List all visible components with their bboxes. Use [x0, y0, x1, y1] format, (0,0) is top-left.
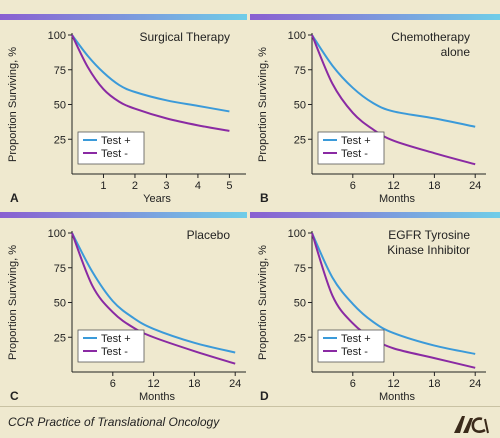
series-test-negative	[311, 34, 476, 166]
legend-box	[77, 329, 145, 363]
y-tick-label: 100	[288, 228, 306, 240]
y-tick-label: 75	[294, 263, 306, 275]
panel-letter: C	[10, 389, 19, 403]
y-tick-label: 25	[294, 134, 306, 146]
x-axis-label: Months	[379, 391, 416, 403]
y-tick-label: 50	[294, 298, 306, 310]
x-tick-label: 12	[387, 378, 399, 390]
x-tick-label: 24	[229, 378, 241, 390]
x-tick-label: 18	[428, 180, 440, 192]
y-tick-label: 75	[54, 65, 66, 77]
x-tick-label: 18	[188, 378, 200, 390]
panel-title: EGFR Tyrosine	[388, 228, 470, 242]
panel-header-bar	[0, 14, 247, 20]
legend-label: Test -	[101, 346, 128, 358]
x-tick-label: 18	[428, 378, 440, 390]
y-tick-label: 25	[54, 134, 66, 146]
x-tick-label: 1	[100, 180, 106, 192]
y-axis-label: Proportion Surviving, %	[7, 245, 19, 360]
panel-title: Kinase Inhibitor	[387, 243, 470, 257]
y-tick-label: 75	[54, 263, 66, 275]
x-tick-label: 6	[350, 378, 356, 390]
legend-label: Test +	[101, 135, 131, 147]
panel-letter: A	[10, 191, 19, 205]
series-test-negative	[71, 232, 236, 365]
x-tick-label: 12	[387, 180, 399, 192]
legend-label: Test +	[101, 333, 131, 345]
panel-header-bar	[250, 212, 500, 218]
x-tick-label: 3	[163, 180, 169, 192]
panel-letter: B	[260, 191, 269, 205]
y-tick-label: 100	[288, 30, 306, 42]
legend-label: Test -	[341, 346, 368, 358]
series-test-positive	[311, 34, 476, 128]
y-axis-label: Proportion Surviving, %	[257, 47, 269, 162]
aacr-logo	[452, 413, 492, 435]
panel-title: Surgical Therapy	[140, 30, 231, 44]
x-tick-label: 4	[195, 180, 201, 192]
series-test-positive	[71, 232, 236, 354]
panel-header-bar	[250, 14, 500, 20]
x-tick-label: 6	[350, 180, 356, 192]
chart-panel-d: 25 50 75 100 6 12 18 24 Months Proportion Survivi…	[250, 212, 500, 403]
x-axis-label: Months	[379, 193, 416, 205]
y-axis-label: Proportion Surviving, %	[257, 245, 269, 360]
legend-box	[317, 131, 385, 165]
footer-caption: CCR Practice of Translational Oncology	[8, 415, 220, 429]
series-test-negative	[71, 34, 230, 132]
x-tick-label: 2	[132, 180, 138, 192]
y-tick-label: 50	[294, 100, 306, 112]
y-tick-label: 100	[48, 30, 66, 42]
x-tick-label: 12	[147, 378, 159, 390]
panel-title: Placebo	[187, 228, 231, 242]
panel-title: alone	[441, 45, 471, 59]
panel-letter: D	[260, 389, 269, 403]
x-tick-label: 24	[469, 378, 481, 390]
legend-label: Test -	[101, 148, 128, 160]
legend-box	[77, 131, 145, 165]
series-test-positive	[71, 34, 230, 113]
y-tick-label: 100	[48, 228, 66, 240]
chart-panel-a: 25 50 75 100 1 2 3 4 5 Years Proportion Surviving,…	[0, 14, 247, 205]
x-axis-label: Years	[143, 193, 171, 205]
x-tick-label: 5	[226, 180, 232, 192]
legend-label: Test -	[341, 148, 368, 160]
y-tick-label: 25	[54, 332, 66, 344]
y-tick-label: 50	[54, 298, 66, 310]
chart-panel-c: 25 50 75 100 6 12 18 24 Months Proportion Survivi…	[0, 212, 247, 403]
y-tick-label: 75	[294, 65, 306, 77]
aacr-logo-mark	[454, 416, 489, 434]
x-tick-label: 6	[110, 378, 116, 390]
y-tick-label: 25	[294, 332, 306, 344]
legend-label: Test +	[341, 135, 371, 147]
chart-panel-b: 25 50 75 100 6 12 18 24 Months Proportion Survivi…	[250, 14, 500, 205]
panel-header-bar	[0, 212, 247, 218]
panel-title: Chemotherapy	[391, 30, 470, 44]
x-tick-label: 24	[469, 180, 481, 192]
footer: CCR Practice of Translational Oncology	[0, 406, 500, 438]
y-tick-label: 50	[54, 100, 66, 112]
y-axis-label: Proportion Surviving, %	[7, 47, 19, 162]
x-axis-label: Months	[139, 391, 176, 403]
series-test-positive	[311, 232, 476, 355]
legend-label: Test +	[341, 333, 371, 345]
legend-box	[317, 329, 385, 363]
